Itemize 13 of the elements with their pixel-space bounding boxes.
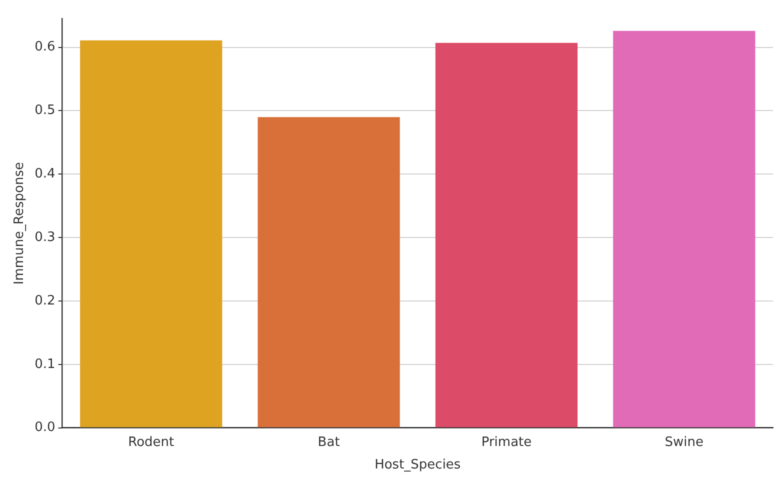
x-tick-label: Swine: [664, 434, 704, 450]
y-tick-label: 0.4: [34, 166, 56, 182]
y-tick-label: 0.5: [34, 103, 56, 118]
y-tick-label: 0.0: [34, 420, 56, 436]
y-axis-title: Immune_Response: [12, 162, 28, 285]
x-tick-label: Rodent: [128, 434, 174, 450]
y-tick-label: 0.1: [34, 356, 56, 372]
y-tick-label: 0.2: [34, 293, 56, 308]
y-tick-label: 0.3: [34, 230, 56, 245]
x-axis-title: Host_Species: [374, 458, 461, 473]
x-tick-label: Primate: [481, 434, 532, 450]
y-tick-label: 0.6: [34, 40, 56, 55]
x-tick-label: Bat: [318, 434, 340, 450]
